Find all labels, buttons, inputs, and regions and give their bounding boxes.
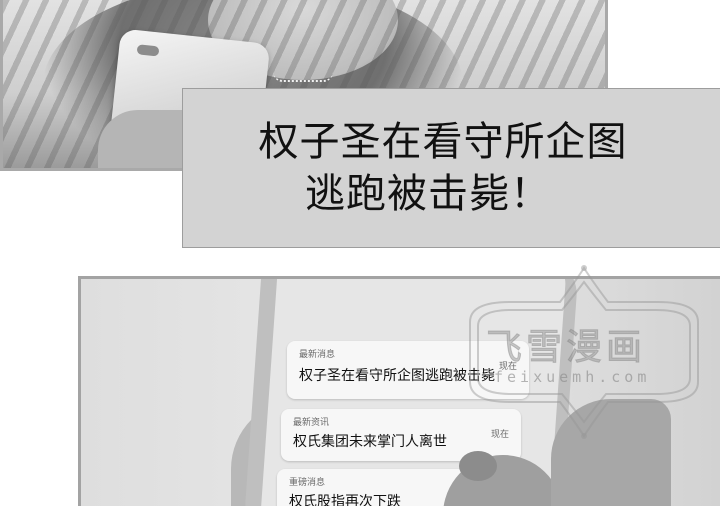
- notification-message: 权氏股指再次下跌: [289, 494, 401, 506]
- camera-icon: [136, 44, 160, 57]
- notification-card[interactable]: 最新消息 现在 权子圣在看守所企图逃跑被击毙: [287, 341, 529, 399]
- notification-card[interactable]: 最新资讯 现在 权氏集团未来掌门人离世: [281, 409, 521, 461]
- bottom-photo-panel: 0:00 最新消息 现在 权子圣在看守所企图逃跑被击毙 最新资讯 现在 权氏集团…: [78, 276, 720, 506]
- notification-title: 最新资讯: [293, 418, 330, 428]
- notification-message: 权氏集团未来掌门人离世: [293, 434, 447, 450]
- notification-time: 现在: [490, 430, 509, 440]
- notification-title: 重磅消息: [289, 478, 326, 488]
- notification-title: 最新消息: [299, 350, 336, 360]
- necklace: [273, 72, 333, 82]
- thumbnail-shape: [459, 451, 497, 481]
- notification-time: 现在: [498, 362, 517, 372]
- caption-box: 权子圣在看守所企图 逃跑被击毙！: [182, 88, 720, 248]
- caption-line-2: 逃跑被击毙！: [305, 171, 551, 217]
- right-hand-shape: [551, 399, 671, 506]
- caption-line-1: 权子圣在看守所企图: [258, 119, 628, 165]
- lock-screen-clock: 0:00: [377, 279, 512, 285]
- notification-message: 权子圣在看守所企图逃跑被击毙: [299, 368, 495, 384]
